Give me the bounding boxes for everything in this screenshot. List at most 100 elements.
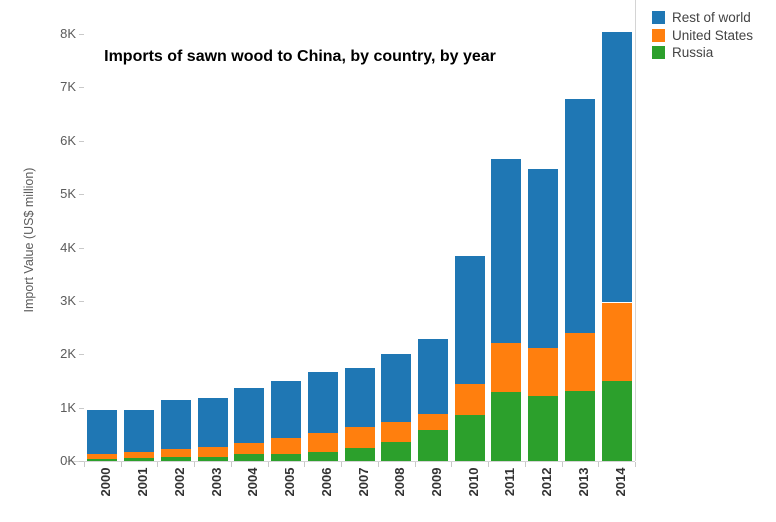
y-axis-label-7K: 7K xyxy=(60,79,76,95)
y-axis-label-1K: 1K xyxy=(60,399,76,415)
bar-2003-rest-of-world[interactable] xyxy=(197,398,228,448)
legend-label: Russia xyxy=(672,45,714,61)
bar-2009-russia[interactable] xyxy=(417,429,448,461)
bar-2009-rest-of-world[interactable] xyxy=(417,339,448,415)
legend-label: United States xyxy=(672,27,754,43)
bar-2008-united-states[interactable] xyxy=(381,422,412,443)
bar-2006-united-states[interactable] xyxy=(307,433,338,452)
bar-2003-united-states[interactable] xyxy=(197,447,228,457)
bar-2006-rest-of-world[interactable] xyxy=(307,372,338,434)
plot-area xyxy=(84,32,635,462)
y-axis-tick xyxy=(79,140,84,142)
bar-2004-united-states[interactable] xyxy=(234,443,265,455)
x-axis-tick xyxy=(120,462,122,467)
x-axis-label-2010: 2010 xyxy=(465,467,481,497)
bar-2012-rest-of-world[interactable] xyxy=(528,168,559,348)
x-axis-label-2000: 2000 xyxy=(98,467,114,497)
bar-2014-rest-of-world[interactable] xyxy=(601,32,632,303)
y-axis-label-3K: 3K xyxy=(60,292,76,308)
x-axis-tick xyxy=(304,462,306,467)
x-axis-label-2003: 2003 xyxy=(208,467,224,497)
y-axis-tick xyxy=(79,461,84,462)
legend-swatch-russia-icon xyxy=(652,46,665,60)
bar-2004-rest-of-world[interactable] xyxy=(234,388,265,444)
bar-2014-united-states[interactable] xyxy=(601,302,632,381)
bar-2007-united-states[interactable] xyxy=(344,427,375,449)
bar-2013-russia[interactable] xyxy=(564,390,595,461)
x-axis-line xyxy=(66,461,84,462)
bar-2000-rest-of-world[interactable] xyxy=(87,409,118,455)
bar-2001-united-states[interactable] xyxy=(124,452,155,459)
bar-2011-rest-of-world[interactable] xyxy=(491,158,522,343)
bar-2000-united-states[interactable] xyxy=(87,454,118,459)
bar-2008-rest-of-world[interactable] xyxy=(381,353,412,423)
bar-2013-rest-of-world[interactable] xyxy=(564,99,595,333)
x-axis-label-2001: 2001 xyxy=(135,467,151,497)
y-axis-tick xyxy=(79,300,84,302)
y-axis-label-4K: 4K xyxy=(60,239,76,255)
bar-2012-russia[interactable] xyxy=(528,395,559,461)
bar-2014-russia[interactable] xyxy=(601,380,632,461)
x-axis-tick xyxy=(267,462,269,467)
y-axis-tick xyxy=(79,354,84,356)
y-axis-label-2K: 2K xyxy=(60,346,76,362)
bar-2007-rest-of-world[interactable] xyxy=(344,367,375,428)
x-axis-label-2006: 2006 xyxy=(318,467,334,497)
bar-2013-united-states[interactable] xyxy=(564,332,595,391)
bar-2003-russia[interactable] xyxy=(197,456,228,461)
y-axis-label-6K: 6K xyxy=(60,132,76,148)
bar-2010-united-states[interactable] xyxy=(454,384,485,415)
x-axis-label-2011: 2011 xyxy=(502,467,518,497)
bar-2001-russia[interactable] xyxy=(124,458,155,461)
y-axis-tick xyxy=(79,87,84,89)
x-axis-tick xyxy=(341,462,343,467)
bar-2006-russia[interactable] xyxy=(307,451,338,461)
x-axis-label-2013: 2013 xyxy=(575,467,591,497)
x-axis-tick xyxy=(194,462,196,467)
bar-2009-united-states[interactable] xyxy=(417,414,448,430)
x-axis-tick xyxy=(488,462,490,467)
bar-2012-united-states[interactable] xyxy=(528,347,559,396)
x-axis-tick xyxy=(414,462,416,467)
legend-item-russia[interactable]: Russia xyxy=(652,44,753,62)
bar-2002-united-states[interactable] xyxy=(160,449,191,457)
x-axis-label-2004: 2004 xyxy=(245,467,261,497)
x-axis-tick xyxy=(561,462,563,467)
bar-2001-rest-of-world[interactable] xyxy=(124,409,155,453)
bar-2008-russia[interactable] xyxy=(381,442,412,461)
bar-2010-russia[interactable] xyxy=(454,414,485,461)
bar-2005-russia[interactable] xyxy=(271,453,302,461)
x-axis-label-2009: 2009 xyxy=(428,467,444,497)
bar-2005-united-states[interactable] xyxy=(271,438,302,454)
legend-item-united-states[interactable]: United States xyxy=(652,27,753,45)
x-axis-label-2005: 2005 xyxy=(282,467,298,497)
x-axis-label-2002: 2002 xyxy=(171,467,187,497)
x-axis-label-2008: 2008 xyxy=(392,467,408,497)
bar-2010-rest-of-world[interactable] xyxy=(454,256,485,385)
y-axis-tick xyxy=(79,34,84,35)
y-axis-tick xyxy=(79,247,84,249)
plot-right-border xyxy=(635,0,636,461)
bar-2011-russia[interactable] xyxy=(491,391,522,461)
bar-2011-united-states[interactable] xyxy=(491,342,522,392)
x-axis-tick xyxy=(230,462,232,467)
bar-2002-rest-of-world[interactable] xyxy=(160,400,191,450)
bar-2000-russia[interactable] xyxy=(87,458,118,461)
x-axis-tick xyxy=(157,462,159,467)
y-axis-label-8K: 8K xyxy=(60,26,76,41)
bar-2004-russia[interactable] xyxy=(234,454,265,461)
y-axis-label-5K: 5K xyxy=(60,186,76,202)
bar-2007-russia[interactable] xyxy=(344,448,375,461)
legend-item-rest-of-world[interactable]: Rest of world xyxy=(652,9,753,27)
x-axis-tick xyxy=(377,462,379,467)
x-axis-tick xyxy=(635,462,636,467)
bar-2002-russia[interactable] xyxy=(160,457,191,461)
y-axis-label-0K: 0K xyxy=(60,453,76,468)
bar-2005-rest-of-world[interactable] xyxy=(271,381,302,439)
x-axis-label-2014: 2014 xyxy=(612,467,628,497)
y-axis-tick xyxy=(79,194,84,196)
x-axis-tick xyxy=(84,462,85,467)
y-axis-tick xyxy=(79,407,84,409)
chart-title: Imports of sawn wood to China, by countr… xyxy=(104,48,496,65)
